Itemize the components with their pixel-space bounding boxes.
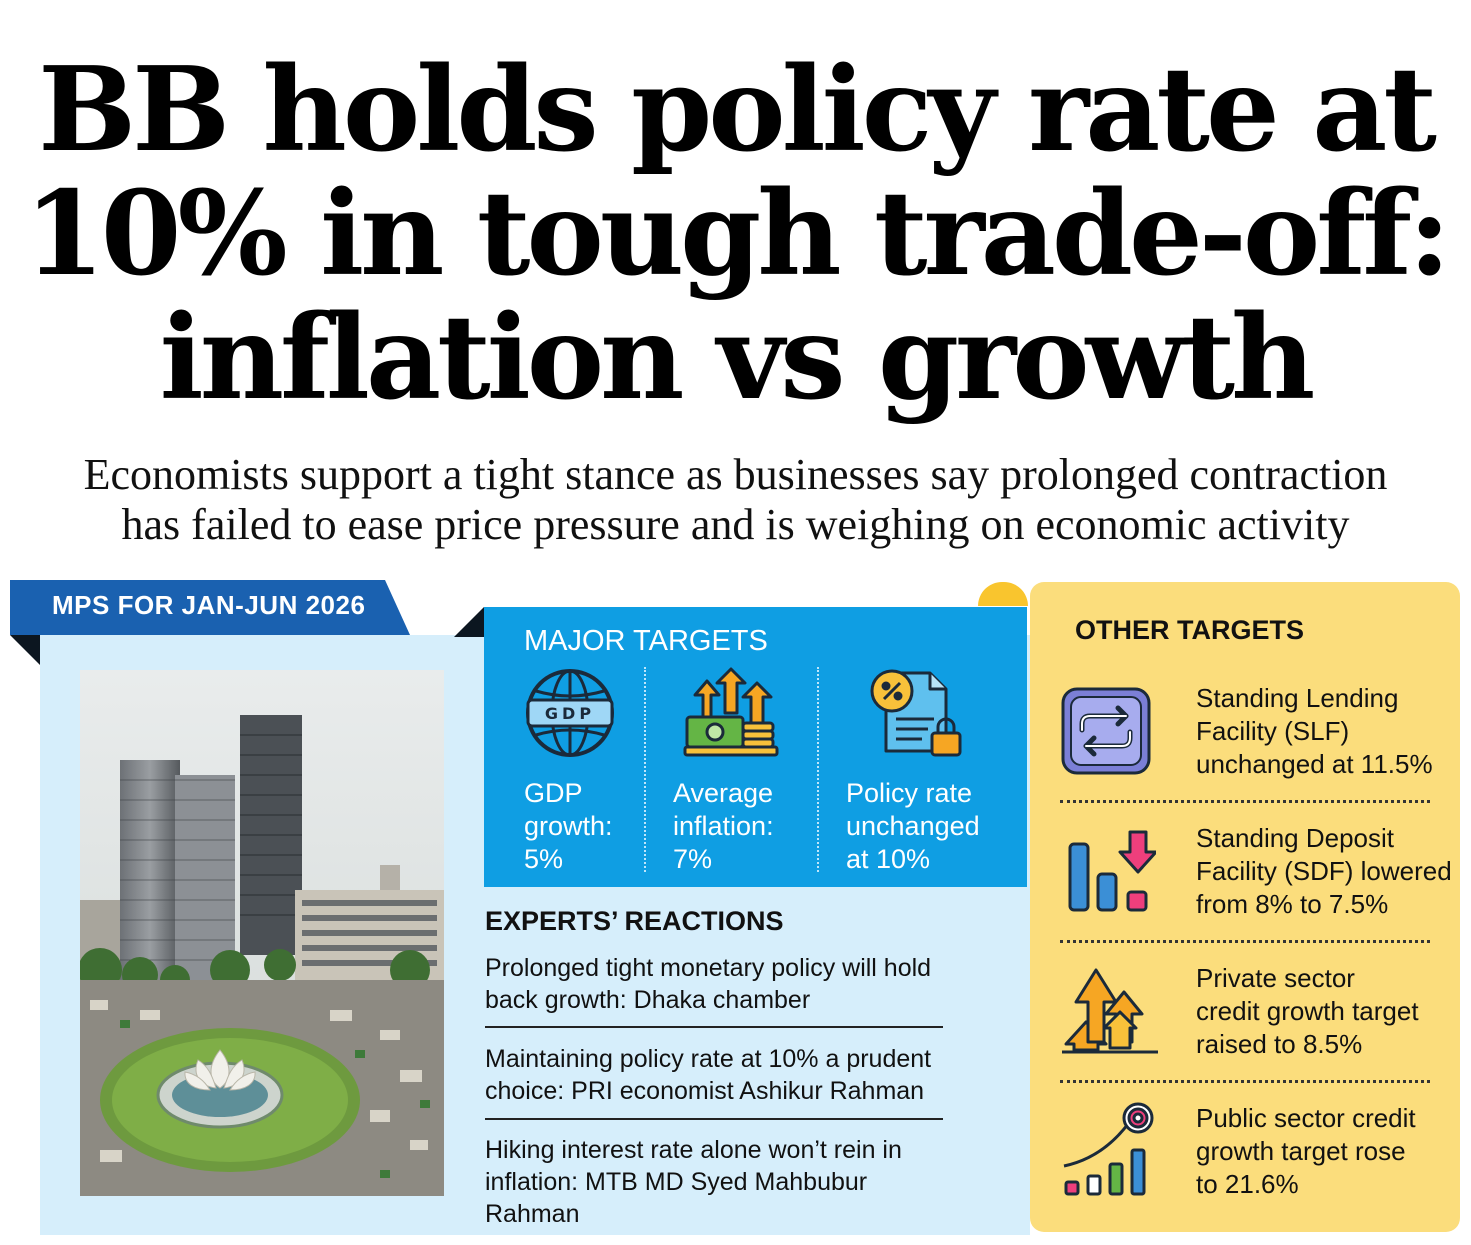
expert-reaction-3: Hiking interest rate alone won’t rein in… [485, 1136, 902, 1228]
headline-line-2: 10% in tough trade-off: [24, 166, 1451, 302]
slf-target-text: Standing Lending Facility (SLF) unchange… [1196, 683, 1433, 779]
major-target-gdp: GDP GDP growth: 5% [524, 667, 684, 877]
expert-reaction-1: Prolonged tight monetary policy will hol… [485, 954, 932, 1014]
other-divider-2 [1060, 940, 1430, 943]
headline-line-3: inflation vs growth [159, 290, 1316, 426]
policy-rate-target-text: Policy rate unchanged at 10% [846, 778, 980, 874]
policy-document-lock-icon [870, 669, 962, 757]
city-illustration [80, 670, 444, 1196]
other-divider-3 [1060, 1080, 1430, 1083]
sdf-target-text: Standing Deposit Facility (SDF) lowered … [1196, 823, 1452, 919]
major-targets-panel: MAJOR TARGETS GDP GDP growth: 5% [484, 607, 1027, 887]
bar-chart-down-arrow-icon [1068, 830, 1156, 912]
experts-divider-2 [485, 1118, 943, 1120]
bangladesh-bank-building-photo [80, 670, 444, 1196]
mps-tab-label: MPS FOR JAN-JUN 2026 [52, 590, 366, 620]
headline-line-1: BB holds policy rate at [38, 42, 1437, 178]
expert-reaction-2: Maintaining policy rate at 10% a prudent… [485, 1045, 932, 1105]
subheadline-line-1: Economists support a tight stance as bus… [83, 450, 1388, 499]
major-divider-1 [644, 667, 646, 872]
inflation-arrows-icon [683, 667, 779, 757]
major-divider-2 [817, 667, 819, 872]
tab-fold-decoration [10, 635, 40, 665]
subheadline: Economists support a tight stance as bus… [0, 450, 1471, 550]
experts-reactions-title: EXPERTS’ REACTIONS [485, 906, 784, 936]
experts-divider-1 [485, 1026, 943, 1028]
private-credit-target-text: Private sector credit growth target rais… [1196, 963, 1419, 1059]
mps-tab [10, 580, 410, 635]
gdp-target-text: GDP growth: 5% [524, 778, 613, 874]
svg-text:GDP: GDP [545, 704, 595, 723]
other-divider-1 [1060, 800, 1430, 803]
major-target-inflation: Average inflation: 7% [673, 667, 833, 877]
subheadline-line-2: has failed to ease price pressure and is… [121, 500, 1350, 549]
other-targets-corner-decoration [978, 582, 1028, 606]
exchange-arrows-icon [1061, 687, 1151, 775]
headline: BB holds policy rate at 10% in tough tra… [0, 48, 1471, 420]
gdp-globe-icon: GDP [526, 669, 614, 757]
major-target-policy-rate: Policy rate unchanged at 10% [846, 667, 1016, 877]
growth-arrows-icon [1062, 968, 1158, 1054]
other-targets-title: OTHER TARGETS [1075, 615, 1304, 645]
target-growth-chart-icon [1063, 1102, 1154, 1196]
major-targets-title: MAJOR TARGETS [524, 625, 768, 657]
public-credit-target-text: Public sector credit growth target rose … [1196, 1103, 1416, 1199]
major-fold-decoration [454, 607, 484, 637]
inflation-target-text: Average inflation: 7% [673, 778, 774, 874]
